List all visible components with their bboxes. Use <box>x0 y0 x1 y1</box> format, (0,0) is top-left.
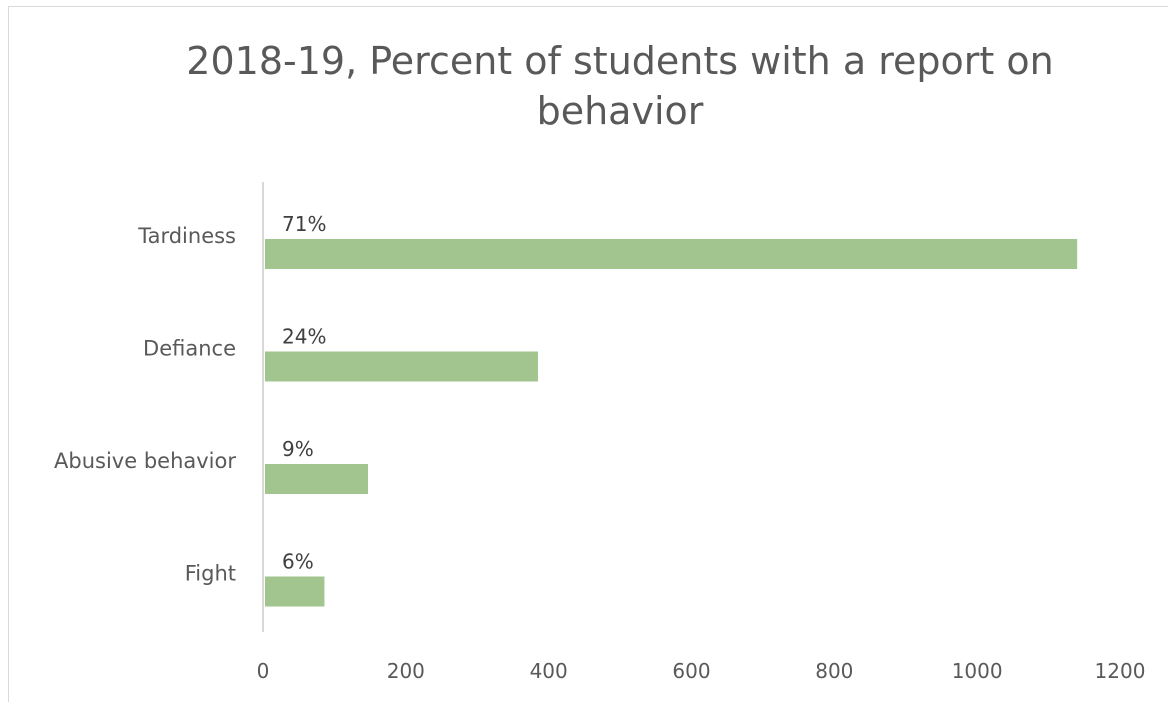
x-tick-label: 800 <box>815 659 853 683</box>
x-axis-tick-labels: 0 200 400 600 800 1000 1200 <box>257 659 1146 683</box>
category-label: Defiance <box>143 337 236 361</box>
x-tick-label: 400 <box>530 659 568 683</box>
chart-title: 2018-19, Percent of students with a repo… <box>186 39 1054 133</box>
category-label: Tardiness <box>137 224 236 248</box>
data-label: 24% <box>282 325 326 349</box>
bar-abusive-behavior <box>265 464 368 494</box>
category-label: Fight <box>185 562 236 586</box>
data-labels: 71% 24% 9% 6% <box>282 212 326 574</box>
x-tick-label: 1200 <box>1095 659 1146 683</box>
bar-fight <box>265 576 325 607</box>
bar-tardiness <box>265 239 1078 269</box>
data-label: 6% <box>282 550 314 574</box>
bar-defiance <box>265 351 538 382</box>
category-label: Abusive behavior <box>54 449 236 473</box>
category-labels: Tardiness Defiance Abusive behavior Fight <box>54 224 236 586</box>
x-tick-label: 200 <box>387 659 425 683</box>
data-label: 71% <box>282 212 326 236</box>
x-tick-label: 0 <box>257 659 270 683</box>
x-tick-label: 1000 <box>952 659 1003 683</box>
x-tick-label: 600 <box>672 659 710 683</box>
data-label: 9% <box>282 437 314 461</box>
bars-group <box>265 239 1078 607</box>
chart-frame <box>8 6 1168 702</box>
